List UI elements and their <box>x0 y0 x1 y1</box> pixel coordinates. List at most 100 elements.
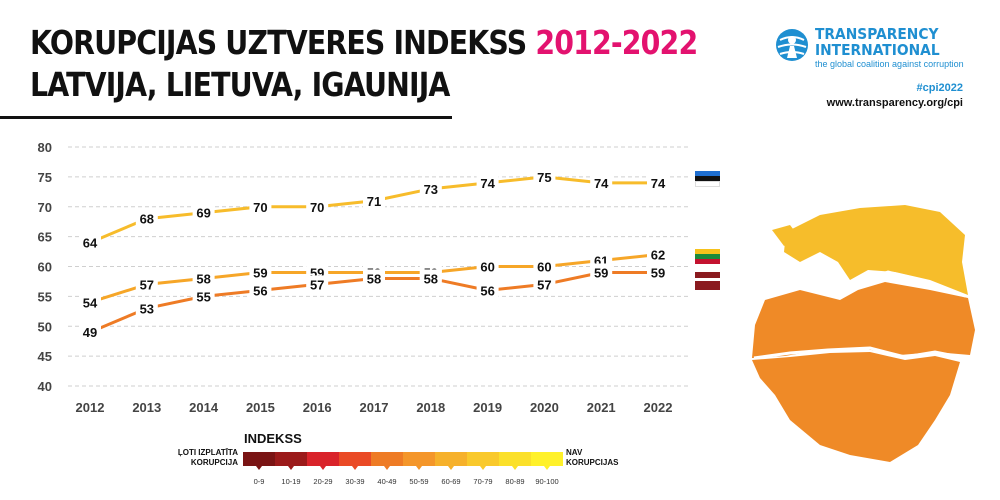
data-label-bg <box>590 263 613 281</box>
hashtag: #cpi2022 <box>916 82 963 94</box>
legend-range-label: 10-19 <box>281 477 301 486</box>
data-label-estonia: 64 <box>79 233 101 251</box>
data-label-latvia: 56 <box>476 281 499 299</box>
legend-range-label: 20-29 <box>313 477 333 486</box>
legend-range-label: 60-69 <box>441 477 461 486</box>
map-border-lines <box>753 270 966 360</box>
data-label-text: 55 <box>196 289 210 304</box>
data-label-estonia: 71 <box>363 191 385 209</box>
legend-swatch: 40-49 <box>371 452 403 486</box>
brand-tagline: the global coalition against corruption <box>815 59 964 69</box>
data-label-bg <box>419 179 442 197</box>
data-label-lithuania: 60 <box>476 257 499 275</box>
y-tick-label: 70 <box>38 200 52 215</box>
data-label-bg <box>135 209 158 227</box>
x-tick-label: 2017 <box>360 400 389 415</box>
data-label-bg <box>533 167 556 185</box>
data-label-bg <box>192 269 215 287</box>
x-tick-label: 2014 <box>189 400 219 415</box>
x-tick-label: 2012 <box>76 400 105 415</box>
legend-range-label: 30-39 <box>345 477 365 486</box>
data-label-text: 74 <box>594 176 609 191</box>
legend-swatch: 30-39 <box>339 452 371 486</box>
data-label-text: 54 <box>83 295 98 310</box>
data-label-bg <box>79 323 101 341</box>
data-label-text: 57 <box>537 277 551 292</box>
data-label-text: 58 <box>424 271 438 286</box>
data-label-text: 53 <box>140 301 154 316</box>
x-tick-label: 2022 <box>644 400 673 415</box>
x-tick-label: 2015 <box>246 400 275 415</box>
data-label-text: 68 <box>140 212 154 227</box>
data-label-text: 56 <box>480 283 494 298</box>
map-lithuania <box>752 352 960 462</box>
data-label-text: 73 <box>424 182 438 197</box>
x-tick-label: 2013 <box>132 400 161 415</box>
legend-marker <box>512 466 518 470</box>
data-label-lithuania: 54 <box>79 293 101 311</box>
data-label-latvia: 57 <box>533 275 556 293</box>
data-label-text: 57 <box>140 277 154 292</box>
brand-name: TRANSPARENCY INTERNATIONAL <box>815 25 940 59</box>
legend-swatch: 70-79 <box>467 452 499 486</box>
legend-marker <box>352 466 358 470</box>
data-label-text: 56 <box>253 283 267 298</box>
data-label-bg <box>647 245 669 263</box>
data-label-bg <box>249 263 272 281</box>
title-underline <box>0 116 452 119</box>
data-label-bg <box>363 191 385 209</box>
data-label-latvia: 58 <box>419 269 442 287</box>
data-label-estonia: 75 <box>533 167 556 185</box>
data-label-bg <box>419 269 442 287</box>
data-label-latvia: 58 <box>363 269 385 287</box>
legend-range-label: 40-49 <box>377 477 397 486</box>
y-tick-label: 60 <box>38 260 52 275</box>
data-label-bg <box>533 275 556 293</box>
data-label-text: 74 <box>651 176 666 191</box>
legend-swatch: 20-29 <box>307 452 339 486</box>
legend-range-label: 70-79 <box>473 477 493 486</box>
title-line-2: LATVIJA, LIETUVA, IGAUNIJA <box>30 65 450 104</box>
data-label-lithuania: 60 <box>533 257 556 275</box>
map-latvia <box>752 282 975 358</box>
data-label-bg <box>192 287 215 305</box>
data-label-bg <box>476 173 499 191</box>
data-label-latvia: 55 <box>192 287 215 305</box>
data-label-latvia: 49 <box>79 323 101 341</box>
map-estonia <box>784 205 968 295</box>
legend-swatch: 60-69 <box>435 452 467 486</box>
data-label-text: 59 <box>594 265 608 280</box>
data-label-text: 57 <box>310 277 324 292</box>
map-estonia-island <box>772 225 800 246</box>
x-tick-label: 2018 <box>416 400 445 415</box>
globe-icon <box>776 29 808 61</box>
data-label-estonia: 70 <box>306 197 329 215</box>
data-label-bg <box>590 173 613 191</box>
data-label-latvia: 53 <box>135 299 158 317</box>
y-tick-label: 65 <box>38 230 52 245</box>
data-label-estonia: 74 <box>647 173 669 191</box>
y-tick-label: 45 <box>38 349 52 364</box>
website-link[interactable]: www.transparency.org/cpi <box>826 97 963 109</box>
legend-range-label: 50-59 <box>409 477 429 486</box>
flag-latvia-2 <box>695 282 720 290</box>
series-line-estonia <box>89 175 658 244</box>
data-label-estonia: 73 <box>419 179 442 197</box>
legend-marker <box>544 466 550 470</box>
data-label-text: 58 <box>367 271 381 286</box>
data-label-bg <box>192 203 215 221</box>
x-axis-ticks: 2012 2013 2014 2015 2016 2017 2018 2019 2020 2021… <box>76 400 673 415</box>
title-year-range: 2012-2022 <box>535 23 698 62</box>
legend-range-label: 80-89 <box>505 477 525 486</box>
data-label-estonia: 74 <box>590 173 613 191</box>
data-label-text: 59 <box>651 265 665 280</box>
data-label-latvia: 56 <box>249 281 272 299</box>
data-label-text: 60 <box>480 260 494 275</box>
data-label-bg <box>476 257 499 275</box>
data-label-bg <box>249 281 272 299</box>
data-label-text: 74 <box>480 176 495 191</box>
data-label-bg <box>135 275 158 293</box>
data-label-latvia: 59 <box>647 263 669 281</box>
legend-swatch: 10-19 <box>275 452 307 486</box>
